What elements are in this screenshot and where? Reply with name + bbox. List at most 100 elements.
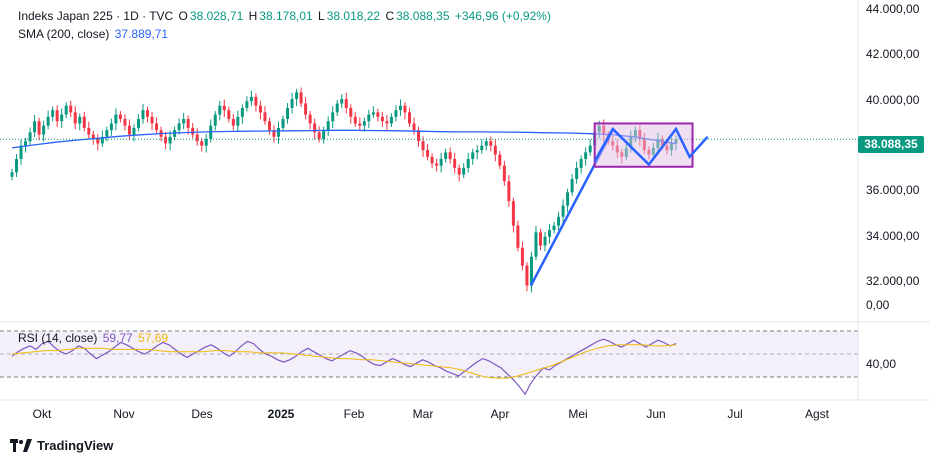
candle-body bbox=[222, 105, 226, 111]
candle-body bbox=[584, 152, 588, 159]
candle-body bbox=[295, 92, 299, 100]
candle-body bbox=[502, 165, 506, 182]
candle-body bbox=[340, 99, 344, 104]
candle-body bbox=[394, 110, 398, 117]
candle-body bbox=[281, 119, 285, 128]
candle-body bbox=[444, 152, 448, 159]
tradingview-logo[interactable]: TradingView bbox=[10, 438, 113, 453]
candle-body bbox=[69, 105, 73, 113]
open-value: 38.028,71 bbox=[189, 9, 244, 23]
candle-body bbox=[484, 141, 488, 146]
candle-body bbox=[105, 130, 109, 137]
candle-body bbox=[24, 141, 28, 146]
sma-line bbox=[11, 129, 677, 149]
candle-body bbox=[358, 123, 362, 126]
candle-body bbox=[389, 116, 393, 124]
candle-body bbox=[575, 167, 579, 179]
price-axis-label: 0,00 bbox=[866, 298, 890, 312]
candle-body bbox=[331, 112, 335, 122]
candle-body bbox=[78, 116, 82, 124]
candle-body bbox=[15, 158, 19, 173]
candle-body bbox=[227, 110, 231, 120]
candle-body bbox=[258, 105, 262, 113]
rsi-value: 59,77 bbox=[102, 331, 133, 345]
candle-body bbox=[10, 172, 14, 177]
candle-body bbox=[200, 141, 204, 146]
candle-body bbox=[186, 119, 190, 128]
candle-body bbox=[290, 99, 294, 108]
candle-body bbox=[100, 136, 104, 144]
rsi-axis-label: 40,00 bbox=[866, 357, 896, 371]
rsi-pane bbox=[0, 330, 858, 396]
sma-label: SMA (200, close) bbox=[18, 27, 110, 41]
close-value: 38.088,35 bbox=[396, 9, 450, 23]
rsi-legend: RSI (14, close) 59,77 57,69 bbox=[18, 331, 170, 345]
time-axis-label: Des bbox=[191, 407, 212, 421]
candle-body bbox=[534, 232, 538, 257]
symbol-name: Indeks Japan 225 · 1D · TVC bbox=[18, 9, 174, 23]
candle-body bbox=[277, 127, 281, 137]
candle-body bbox=[286, 107, 290, 120]
high-value: 38.178,01 bbox=[259, 9, 313, 23]
candle-body bbox=[471, 152, 475, 159]
change-value: +346,96 (+0,92%) bbox=[454, 9, 551, 23]
candle-body bbox=[299, 92, 303, 104]
candle-body bbox=[191, 127, 195, 135]
candle-body bbox=[304, 103, 308, 115]
candle-body bbox=[421, 141, 425, 151]
candle-body bbox=[367, 114, 371, 122]
price-axis-label: 34.000,00 bbox=[866, 229, 920, 243]
candle-body bbox=[155, 123, 159, 131]
rsi-ma-value: 57,69 bbox=[138, 331, 169, 345]
candle-body bbox=[579, 158, 583, 168]
candle-body bbox=[317, 132, 321, 140]
candle-body bbox=[398, 105, 402, 111]
candle-body bbox=[19, 145, 23, 159]
time-axis-label: Apr bbox=[491, 407, 510, 421]
candle-body bbox=[109, 123, 113, 131]
rsi-ma-line bbox=[11, 344, 677, 379]
brand-name: TradingView bbox=[37, 438, 114, 453]
candle-body bbox=[177, 123, 181, 131]
candle-body bbox=[516, 225, 520, 248]
candle-body bbox=[263, 112, 267, 122]
candle-body bbox=[168, 136, 172, 144]
candle-body bbox=[82, 116, 86, 128]
candle-body bbox=[552, 225, 556, 231]
candle-body bbox=[150, 116, 154, 124]
zigzag-pattern bbox=[593, 126, 709, 167]
candle-body bbox=[448, 152, 452, 159]
candle-body bbox=[557, 216, 561, 226]
candle-body bbox=[335, 103, 339, 113]
candle-body bbox=[538, 232, 542, 246]
open-label: O bbox=[178, 9, 188, 23]
candle-body bbox=[380, 116, 384, 122]
candle-body bbox=[240, 107, 244, 117]
candle-body bbox=[430, 156, 434, 164]
candle-body bbox=[326, 121, 330, 131]
candle-body bbox=[118, 114, 122, 120]
close-label: C bbox=[385, 9, 395, 23]
candle-body bbox=[141, 110, 145, 120]
candle-body bbox=[245, 101, 249, 108]
sma-legend: SMA (200, close) 37.889,71 bbox=[18, 27, 170, 41]
candle-body bbox=[28, 132, 32, 142]
candle-body bbox=[376, 112, 380, 117]
candle-body bbox=[267, 121, 271, 131]
candle-body bbox=[51, 110, 55, 117]
candle-body bbox=[561, 205, 565, 217]
candle-body bbox=[520, 247, 524, 266]
candle-body bbox=[493, 145, 497, 155]
candle-body bbox=[457, 167, 461, 175]
candle-body bbox=[588, 145, 592, 153]
candle-body bbox=[371, 112, 375, 115]
candle-body bbox=[466, 158, 470, 168]
candle-body bbox=[407, 112, 411, 124]
candle-body bbox=[489, 141, 493, 146]
price-axis-label: 44.000,00 bbox=[866, 2, 920, 16]
candle-body bbox=[132, 127, 136, 135]
candle-body bbox=[64, 105, 68, 115]
candle-body bbox=[308, 114, 312, 124]
candle-body bbox=[507, 181, 511, 202]
